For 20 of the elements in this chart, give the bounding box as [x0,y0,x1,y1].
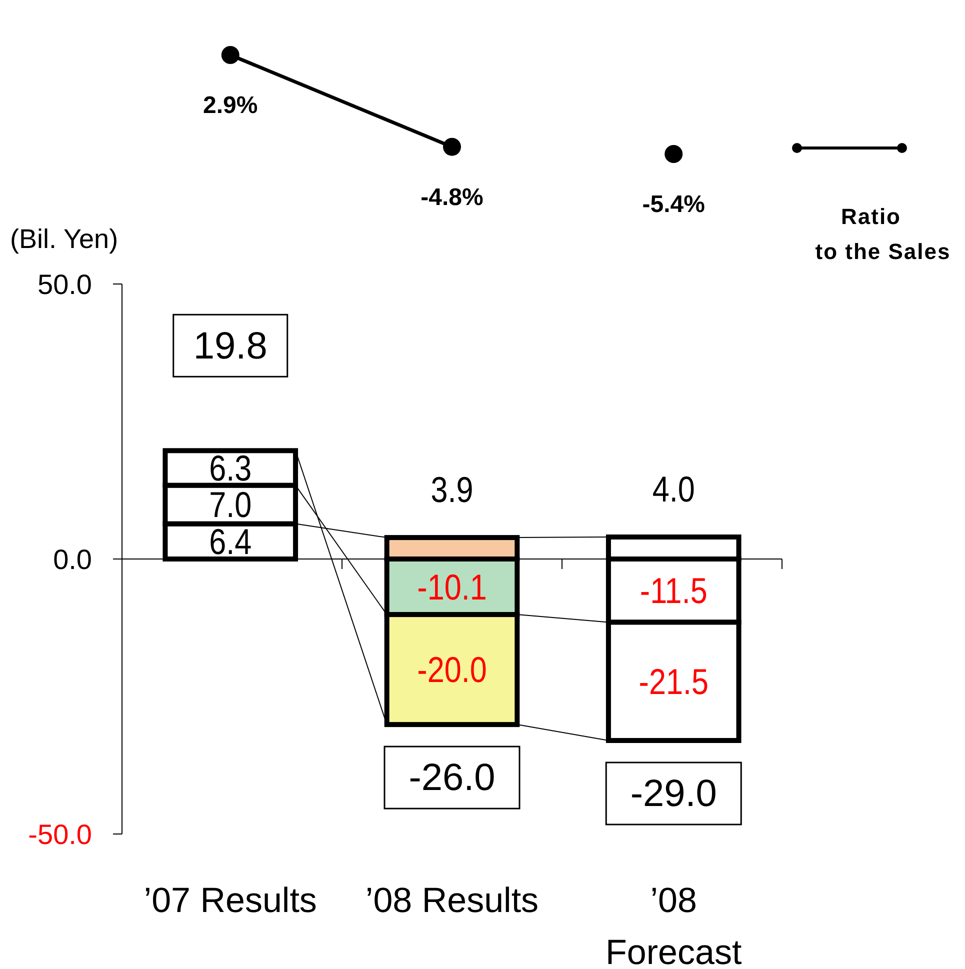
data-label: 3.9 [430,470,474,511]
y-axis-title: (Bil. Yen) [10,224,118,254]
data-label: -11.5 [640,572,708,612]
data-label: 4.0 [652,470,695,510]
total-label: -26.0 [408,757,496,800]
data-label: -10.1 [417,568,487,608]
total-label: 19.8 [193,325,268,368]
data-label: -20.0 [417,650,487,691]
y-tick-label: 50.0 [38,268,92,300]
data-label: -5.4% [642,191,705,218]
data-label: -4.8% [420,184,484,211]
x-tick-label: ’07 Results [144,881,317,920]
data-label: 2.9% [203,92,258,119]
y-tick-label: -50.0 [28,818,92,850]
text: Ratio to the Sales [815,204,951,264]
x-tick-label: ’08 Forecast [606,881,742,969]
data-label: -21.5 [638,662,708,703]
x-tick-label: ’08 Results [365,881,539,920]
y-tick-label: 0.0 [53,544,92,575]
total-label: -29.0 [630,773,717,816]
